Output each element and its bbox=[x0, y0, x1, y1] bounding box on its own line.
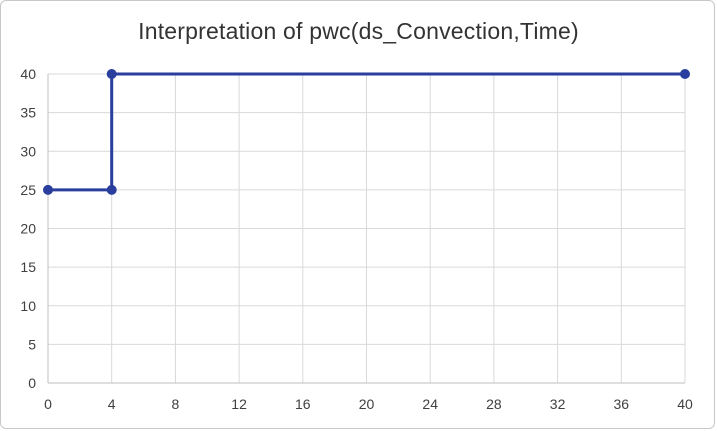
axes bbox=[47, 74, 685, 384]
y-tick-label: 0 bbox=[28, 375, 36, 391]
x-tick-label: 36 bbox=[614, 396, 630, 412]
series-layer bbox=[43, 69, 690, 195]
y-tick-label: 20 bbox=[20, 221, 36, 237]
x-axis-ticks: 0 4 8 12 16 20 24 28 32 36 40 bbox=[44, 396, 693, 412]
y-axis-ticks: 0 5 10 15 20 25 30 35 40 bbox=[20, 66, 36, 391]
y-tick-label: 10 bbox=[20, 298, 36, 314]
x-tick-label: 32 bbox=[550, 396, 566, 412]
gridlines bbox=[47, 73, 686, 384]
data-point bbox=[106, 69, 117, 79]
y-tick-label: 5 bbox=[28, 336, 36, 352]
x-tick-label: 0 bbox=[44, 396, 52, 412]
x-tick-label: 24 bbox=[422, 396, 438, 412]
x-tick-label: 20 bbox=[359, 396, 375, 412]
chart-title: Interpretation of pwc(ds_Convection,Time… bbox=[138, 18, 579, 44]
y-tick-label: 15 bbox=[20, 259, 36, 275]
y-tick-label: 25 bbox=[20, 182, 36, 198]
x-tick-label: 12 bbox=[231, 396, 247, 412]
x-tick-label: 40 bbox=[677, 396, 693, 412]
data-point bbox=[680, 69, 690, 79]
y-tick-label: 35 bbox=[20, 105, 36, 121]
data-point bbox=[106, 184, 117, 195]
series-line bbox=[48, 72, 685, 192]
x-tick-label: 8 bbox=[172, 396, 180, 412]
x-tick-label: 4 bbox=[108, 396, 116, 412]
x-tick-label: 16 bbox=[295, 396, 311, 412]
data-point bbox=[43, 184, 53, 195]
x-tick-label: 28 bbox=[486, 396, 502, 412]
y-tick-label: 30 bbox=[20, 143, 36, 159]
y-tick-label: 40 bbox=[20, 66, 36, 82]
